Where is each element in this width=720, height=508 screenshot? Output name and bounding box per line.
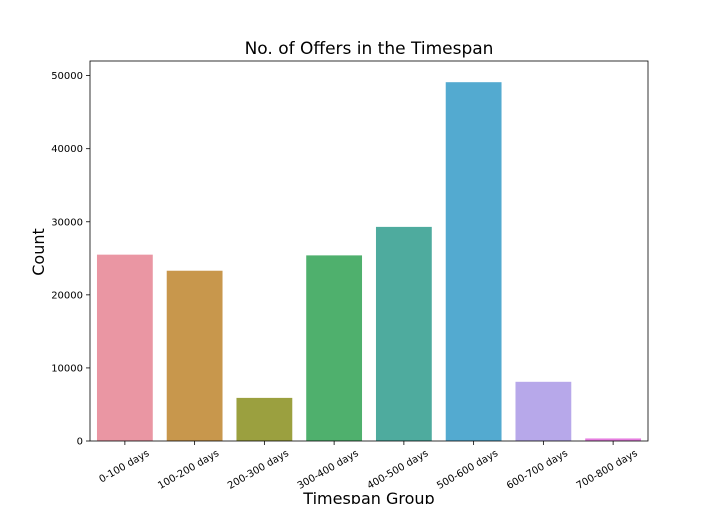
y-tick-label: 40000 [51, 144, 83, 155]
plot-frame [89, 60, 649, 442]
y-tick-label: 50000 [51, 71, 83, 82]
bar [306, 255, 363, 441]
y-tick-label: 20000 [51, 290, 83, 301]
bar [236, 397, 293, 441]
bars [96, 82, 642, 441]
bar [375, 226, 432, 441]
y-axis-ticks: 0 10000 20000 30000 40000 50000 [51, 71, 90, 448]
y-tick-label: 10000 [51, 363, 83, 374]
bar [96, 254, 153, 441]
bar [166, 270, 223, 441]
bar [515, 381, 572, 441]
bar [585, 438, 642, 441]
bar [445, 82, 502, 441]
y-tick-label: 30000 [51, 217, 83, 228]
chart-title: No. of Offers in the Timespan [245, 39, 494, 59]
y-tick-label: 0 [77, 437, 83, 448]
x-axis-label: Timespan Group [302, 489, 434, 504]
y-axis-label: Count [29, 228, 48, 276]
